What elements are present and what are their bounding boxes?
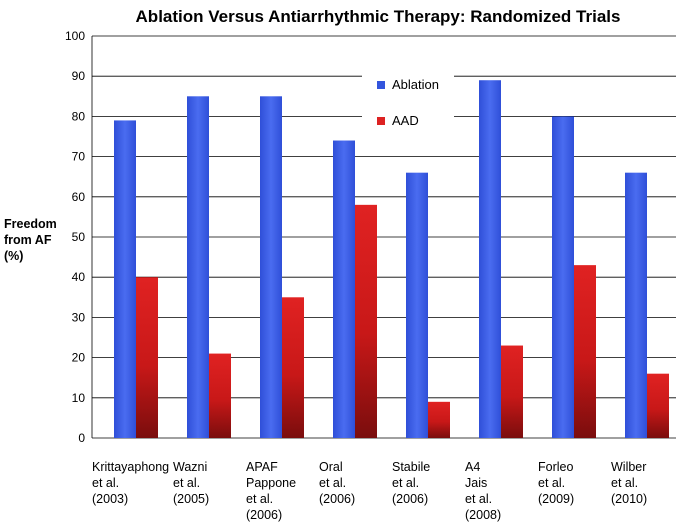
x-category-label: Wazni [173,460,207,474]
chart-title: Ablation Versus Antiarrhythmic Therapy: … [136,7,621,26]
bar-aad-8 [647,373,669,438]
x-category-label: (2006) [392,492,428,506]
y-axis-label-line: (%) [4,249,23,263]
legend-swatch-aad [377,117,385,125]
y-tick-label: 20 [72,351,86,365]
bar-ablation-7 [552,116,574,439]
bar-ablation-1 [114,120,136,439]
x-category-label: (2009) [538,492,574,506]
y-tick-label: 40 [72,270,86,284]
x-category-label: et al. [92,476,119,490]
legend: Ablation AAD [362,70,454,136]
x-category-label: Forleo [538,460,573,474]
x-category-label: A4 [465,460,480,474]
bar-ablation-6 [479,80,501,438]
bar-aad-2 [209,353,231,438]
x-category-label: et al. [392,476,419,490]
legend-label-ablation: Ablation [392,77,439,92]
y-axis-label: Freedom from AF (%) [4,217,57,263]
bar-aad-1 [136,277,158,438]
y-axis-label-line: from AF [4,233,52,247]
legend-label-aad: AAD [392,113,419,128]
y-tick-label: 70 [72,150,86,164]
bars [114,80,669,439]
legend-swatch-ablation [377,81,385,89]
bar-aad-7 [574,265,596,438]
bar-ablation-2 [187,96,209,439]
x-category-label: et al. [611,476,638,490]
x-category-label: Pappone [246,476,296,490]
bar-ablation-5 [406,172,428,438]
y-tick-label: 10 [72,391,86,405]
x-category-label: et al. [465,492,492,506]
x-category-label: (2006) [319,492,355,506]
x-category-labels: Krittayaphong et al. (2003) Wazni et al. (200… [92,460,647,522]
x-category-label: (2006) [246,508,282,522]
x-category-label: Stabile [392,460,430,474]
y-tick-label: 90 [72,69,86,83]
x-category-label: et al. [246,492,273,506]
x-category-label: Jais [465,476,487,490]
x-category-label: APAF [246,460,278,474]
y-axis-label-line: Freedom [4,217,57,231]
bar-aad-3 [282,297,304,438]
y-tick-label: 0 [78,431,85,445]
x-category-label: (2008) [465,508,501,522]
x-category-label: Wilber [611,460,646,474]
y-tick-label: 80 [72,109,86,123]
bar-ablation-3 [260,96,282,439]
x-category-label: et al. [538,476,565,490]
y-tick-label: 30 [72,310,86,324]
bar-aad-5 [428,401,450,438]
x-category-label: (2003) [92,492,128,506]
bar-ablation-4 [333,140,355,438]
bar-ablation-8 [625,172,647,438]
y-tick-label: 60 [72,190,86,204]
x-category-label: (2005) [173,492,209,506]
x-category-label: Krittayaphong [92,460,169,474]
bar-aad-6 [501,345,523,438]
y-tick-labels: 0 10 20 30 40 50 60 70 80 90 100 [65,29,85,445]
x-category-label: et al. [319,476,346,490]
x-category-label: et al. [173,476,200,490]
y-tick-label: 100 [65,29,85,43]
x-category-label: Oral [319,460,343,474]
y-tick-label: 50 [72,230,86,244]
bar-aad-4 [355,204,377,438]
x-category-label: (2010) [611,492,647,506]
